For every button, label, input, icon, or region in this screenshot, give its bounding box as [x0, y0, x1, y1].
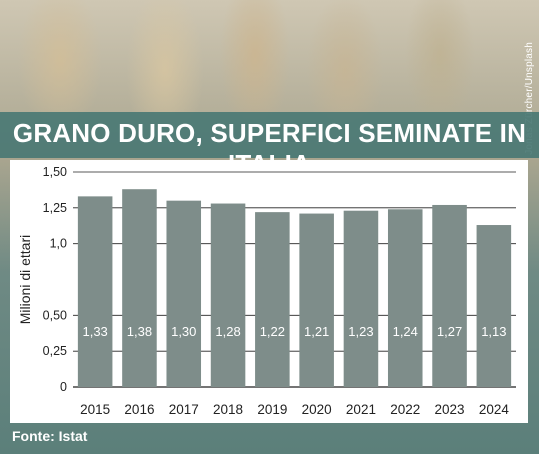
bar-value-label: 1,38 [127, 324, 152, 339]
x-tick-label: 2017 [169, 402, 199, 417]
bar-chart: 0 0,25 0,50 1,0 1,25 1,50 Milioni di ettari 1,3… [17, 165, 516, 417]
bar-value-label: 1,33 [82, 324, 107, 339]
bar [476, 225, 512, 387]
x-tick-label: 2021 [346, 402, 376, 417]
bar-value-label: 1,27 [437, 324, 462, 339]
chart-title: GRANO DURO, SUPERFICI SEMINATE IN ITALIA [12, 118, 527, 179]
x-tick-label: 2019 [257, 402, 287, 417]
x-tick-label: 2023 [435, 402, 465, 417]
bar [387, 209, 423, 387]
bar [299, 213, 334, 387]
bar-value-label: 1,13 [481, 324, 506, 339]
x-tick-label: 2018 [213, 402, 243, 417]
wheat-photo [0, 0, 539, 120]
bar [210, 203, 246, 387]
bar-value-label: 1,24 [393, 324, 418, 339]
title-band [0, 112, 539, 158]
bar [432, 204, 467, 387]
x-tick-label: 2024 [479, 402, 510, 417]
bar [343, 210, 379, 387]
bar-value-label: 1,21 [304, 324, 329, 339]
bar [77, 196, 113, 387]
y-tick-label: 1,0 [50, 237, 67, 251]
bar-value-label: 1,30 [171, 324, 196, 339]
x-tick-label: 2022 [390, 402, 420, 417]
y-tick-label: 0,50 [43, 308, 67, 322]
bar-value-label: 1,23 [348, 324, 373, 339]
bar-value-label: 1,22 [260, 324, 285, 339]
x-tick-label: 2020 [302, 402, 332, 417]
y-tick-label: 1,50 [43, 165, 67, 179]
bar [255, 212, 290, 387]
bar [166, 200, 202, 387]
y-axis-label: Milioni di ettari [17, 235, 33, 324]
bar [122, 189, 157, 387]
y-tick-label: 0,25 [43, 344, 67, 358]
x-tick-label: 2016 [124, 402, 154, 417]
bar-value-label: 1,28 [215, 324, 240, 339]
x-tick-label: 2015 [80, 402, 110, 417]
source-label: Fonte: Istat [12, 428, 88, 444]
y-tick-label: 0 [60, 380, 67, 394]
y-tick-label: 1,25 [43, 201, 67, 215]
